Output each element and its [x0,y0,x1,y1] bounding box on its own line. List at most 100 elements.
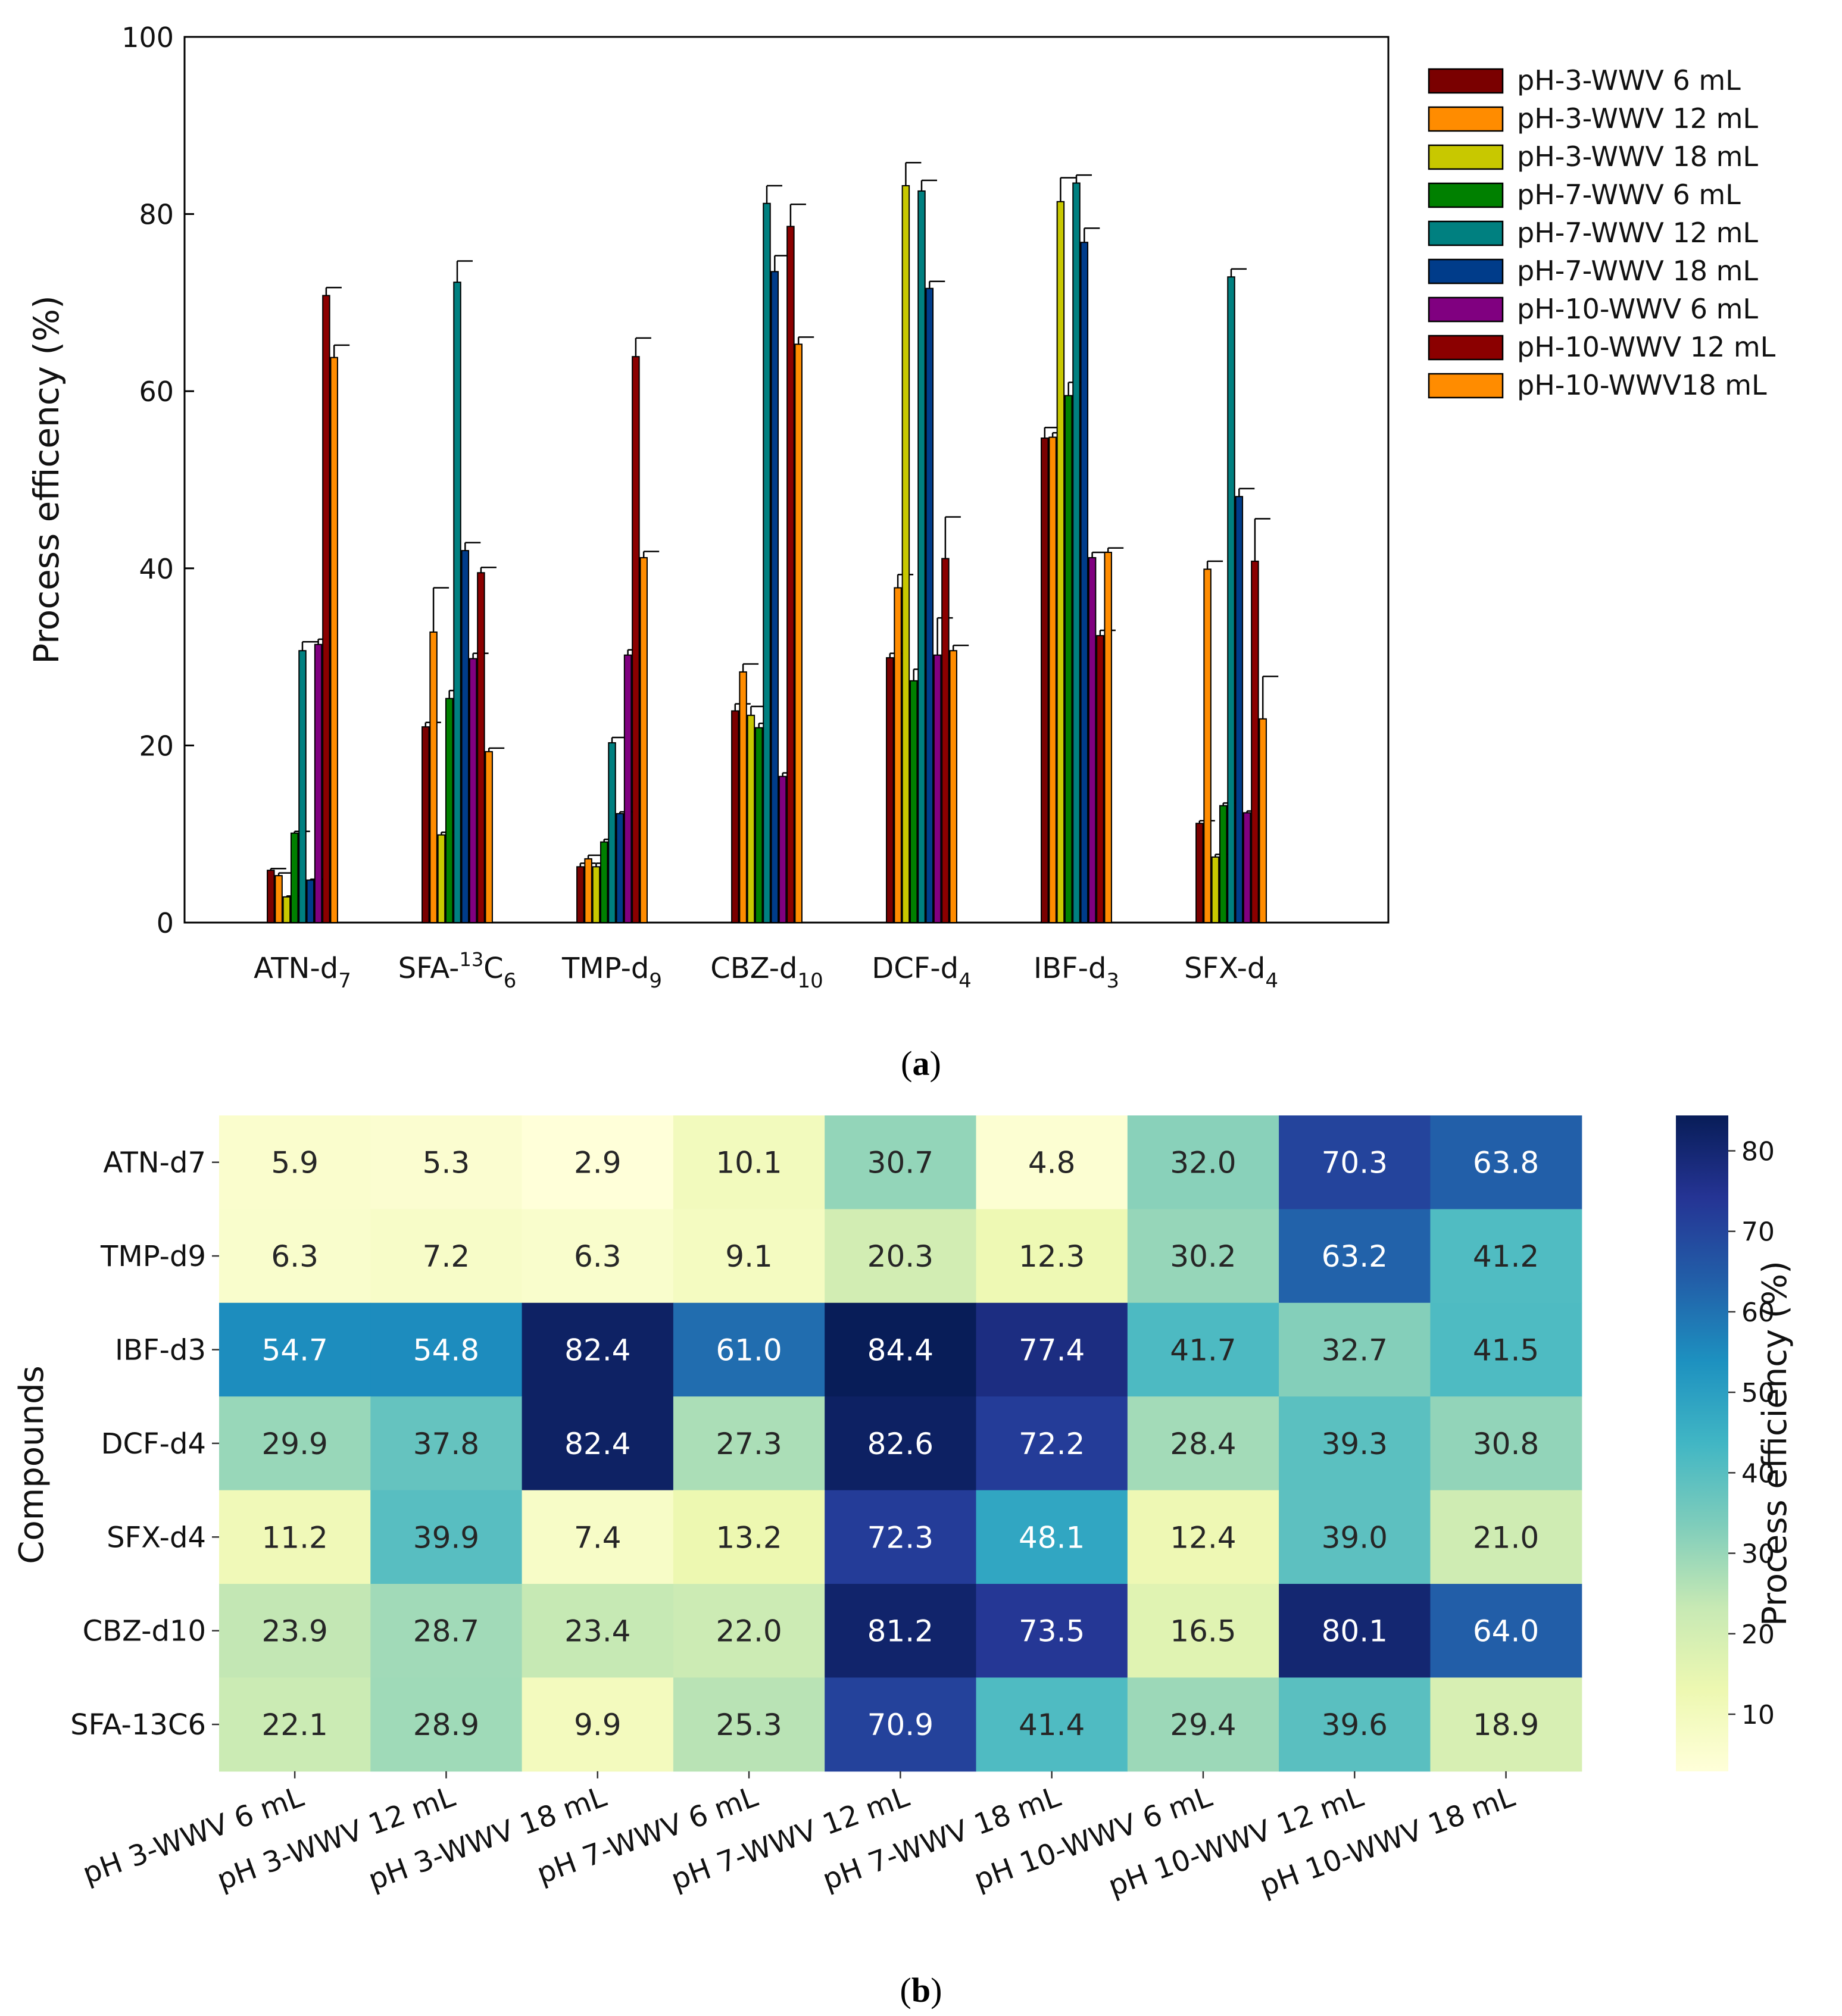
legend-swatch [1428,182,1504,208]
heatmap-cell [1127,1115,1279,1209]
bar [1203,568,1212,923]
bar [909,680,918,923]
category-base: CBZ-d [710,952,797,985]
heatmap-cell-value: 28.4 [1170,1427,1236,1461]
heatmap-cell [370,1490,523,1584]
heatmap-row-label: SFA-13C6 [70,1708,206,1742]
heatmap-cell-value: 22.1 [261,1708,327,1742]
bar [639,557,648,923]
heatmap-cell [1430,1115,1582,1209]
heatmap-cell-value: 30.8 [1473,1427,1539,1461]
heatmap-cell-value: 39.0 [1322,1520,1388,1555]
heatmap-cell [1430,1302,1582,1397]
legend-swatch [1428,258,1504,285]
legend-label: pH-3-WWV 12 mL [1517,102,1758,135]
heatmap-cell-value: 6.3 [574,1239,622,1274]
heatmap-cell [1279,1677,1431,1772]
heatmap-cell-value: 9.1 [725,1239,773,1274]
heatmap-cell-value: 39.6 [1322,1708,1388,1742]
heatmap-row-label: DCF-d4 [101,1427,206,1461]
heatmap-cell-value: 27.3 [716,1427,782,1461]
heatmap-cell-value: 64.0 [1473,1614,1539,1649]
heatmap-row-label: IBF-d3 [115,1334,206,1367]
colorbar-tick-label: 80 [1741,1136,1775,1167]
bar [739,671,747,923]
bar [1041,437,1049,923]
bar [886,657,894,923]
heatmap-cell-value: 54.7 [261,1333,327,1368]
heatmap-cell [522,1396,674,1491]
colorbar-label: Process efficiency (%) [1756,1261,1794,1626]
bar [901,185,910,923]
bar [1242,812,1251,924]
bar [453,282,461,923]
heatmap-cell [1127,1490,1279,1584]
colorbar-tick-label: 70 [1741,1217,1775,1248]
heatmap-cell-value: 7.4 [574,1520,622,1555]
heatmap-cell [673,1209,825,1304]
legend-label: pH-10-WWV18 mL [1517,369,1767,401]
heatmap-cell [976,1302,1128,1397]
bar [949,650,957,923]
heatmap-cell [219,1396,371,1491]
legend-swatch [1428,335,1504,361]
heatmap-cell [825,1490,977,1584]
heatmap-cell [370,1115,523,1209]
heatmap-cell-value: 32.0 [1170,1146,1236,1180]
legend-swatch [1428,220,1504,246]
heatmap-y-axis-label: Compounds [13,1365,51,1564]
heatmap-cell-value: 63.8 [1473,1146,1539,1180]
legend-swatch [1428,68,1504,94]
heatmap-cell [1279,1584,1431,1678]
heatmap-cell [1127,1209,1279,1304]
bar-category-label: TMP-d9 [561,952,662,993]
heatmap-cell [370,1209,523,1304]
heatmap-cell-value: 80.1 [1322,1614,1388,1649]
heatmap-cell-value: 9.9 [574,1708,622,1742]
heatmap-cell-value: 61.0 [716,1333,782,1368]
legend-swatch [1428,106,1504,132]
heatmap-cell [673,1396,825,1491]
category-base: TMP-d [561,952,649,985]
bar-chart-panel: 0 20 40 60 80 100 ATN-d7 SFA-13C6 TMP-d9 CBZ-d10… [26,21,1776,993]
bar [477,572,485,923]
bar [461,550,470,923]
heatmap-cell-value: 13.2 [716,1520,782,1555]
heatmap-cell-value: 32.7 [1322,1333,1388,1368]
heatmap-cell-value: 39.9 [413,1520,479,1555]
heatmap-cell [825,1396,977,1491]
colorbar-tick-label: 30 [1741,1539,1775,1570]
bar [1064,395,1073,923]
heatmap-row-label: ATN-d7 [103,1146,206,1180]
heatmap-cell-value: 21.0 [1473,1520,1539,1555]
bar [274,875,283,923]
heatmap-cell [1430,1584,1582,1678]
legend-label: pH-10-WWV 12 mL [1517,331,1776,363]
bar-category-label: IBF-d3 [1034,952,1119,993]
bar [422,726,430,923]
bar [437,834,446,923]
colorbar-gradient [1676,1115,1728,1771]
heatmap-cell-value: 54.8 [413,1333,479,1368]
bar [1104,552,1112,923]
heatmap-cell-value: 73.5 [1019,1614,1085,1649]
heatmap-cell-value: 84.4 [867,1333,934,1368]
bar [1048,436,1057,923]
category-subscript: 10 [798,969,823,993]
legend-label: pH-7-WWV 6 mL [1517,179,1741,211]
heatmap-cell-value: 48.1 [1019,1520,1085,1555]
heatmap-cell-value: 41.2 [1473,1239,1539,1274]
heatmap-cell-value: 28.9 [413,1708,479,1742]
heatmap-cell-value: 82.4 [564,1333,630,1368]
bar [600,841,608,924]
heatmap-cell [825,1584,977,1678]
bar [592,866,601,923]
heatmap-cell-value: 29.4 [1170,1708,1236,1742]
heatmap-cell-value: 41.4 [1019,1708,1085,1742]
legend-label: pH-3-WWV 6 mL [1517,64,1741,96]
heatmap-cell [673,1677,825,1772]
heatmap-cell [1279,1209,1431,1304]
bar [1088,557,1097,923]
heatmap-cell [976,1677,1128,1772]
